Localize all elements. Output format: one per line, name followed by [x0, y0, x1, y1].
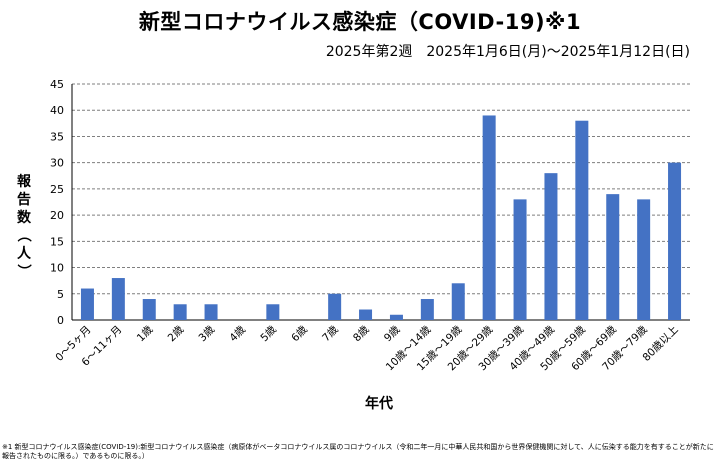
bar [328, 293, 342, 320]
x-tick-label: 8歳 [351, 323, 372, 344]
y-tick-label: 45 [50, 78, 64, 91]
bar [142, 299, 156, 320]
x-axis-label: 年代 [365, 395, 393, 412]
bar [513, 199, 527, 320]
x-tick-label: 1歳 [135, 323, 156, 344]
y-tick-label: 5 [57, 288, 64, 301]
bar [266, 304, 280, 320]
bar [80, 288, 94, 320]
y-tick-label: 0 [57, 314, 64, 327]
x-tick-label: 5歳 [258, 323, 279, 344]
x-tick-label: 3歳 [197, 323, 218, 344]
y-tick-label: 30 [50, 157, 64, 170]
x-tick-label: 9歳 [382, 323, 403, 344]
footnote: ※1 新型コロナウイルス感染症(COVID-19):新型コロナウイルス感染症（病… [2, 443, 714, 460]
y-axis-label-char: 人 [17, 245, 32, 262]
y-tick-label: 15 [50, 235, 64, 248]
y-tick-label: 35 [50, 130, 64, 143]
bar [420, 299, 434, 320]
bar [606, 194, 620, 320]
bar [204, 304, 218, 320]
x-tick-label: 7歳 [320, 323, 341, 344]
x-tick-label: 2歳 [166, 323, 187, 344]
bar [575, 120, 589, 320]
bar [544, 173, 558, 320]
y-axis-label-char: 告 [17, 191, 31, 208]
bar [111, 278, 125, 320]
x-tick-label: 4歳 [227, 323, 248, 344]
bar [668, 162, 682, 320]
x-tick-label: 6歳 [289, 323, 310, 344]
bar [637, 199, 651, 320]
y-axis-label-char: 報 [17, 173, 32, 190]
y-axis-label-char: （ [15, 228, 31, 242]
y-axis-label-char: 数 [17, 209, 32, 226]
bar [173, 304, 187, 320]
bar [451, 283, 465, 320]
chart-subtitle: 2025年第2週 2025年1月6日(月)～2025年1月12日(日) [325, 44, 690, 60]
bar [482, 115, 496, 320]
y-tick-label: 10 [50, 262, 64, 275]
y-axis-label-char: ） [15, 264, 31, 278]
chart-title: 新型コロナウイルス感染症（COVID-19)※1 [138, 10, 582, 34]
y-tick-label: 20 [50, 209, 64, 222]
y-tick-label: 40 [50, 104, 64, 117]
y-tick-label: 25 [50, 183, 64, 196]
bar [359, 309, 373, 320]
bar [389, 314, 403, 320]
